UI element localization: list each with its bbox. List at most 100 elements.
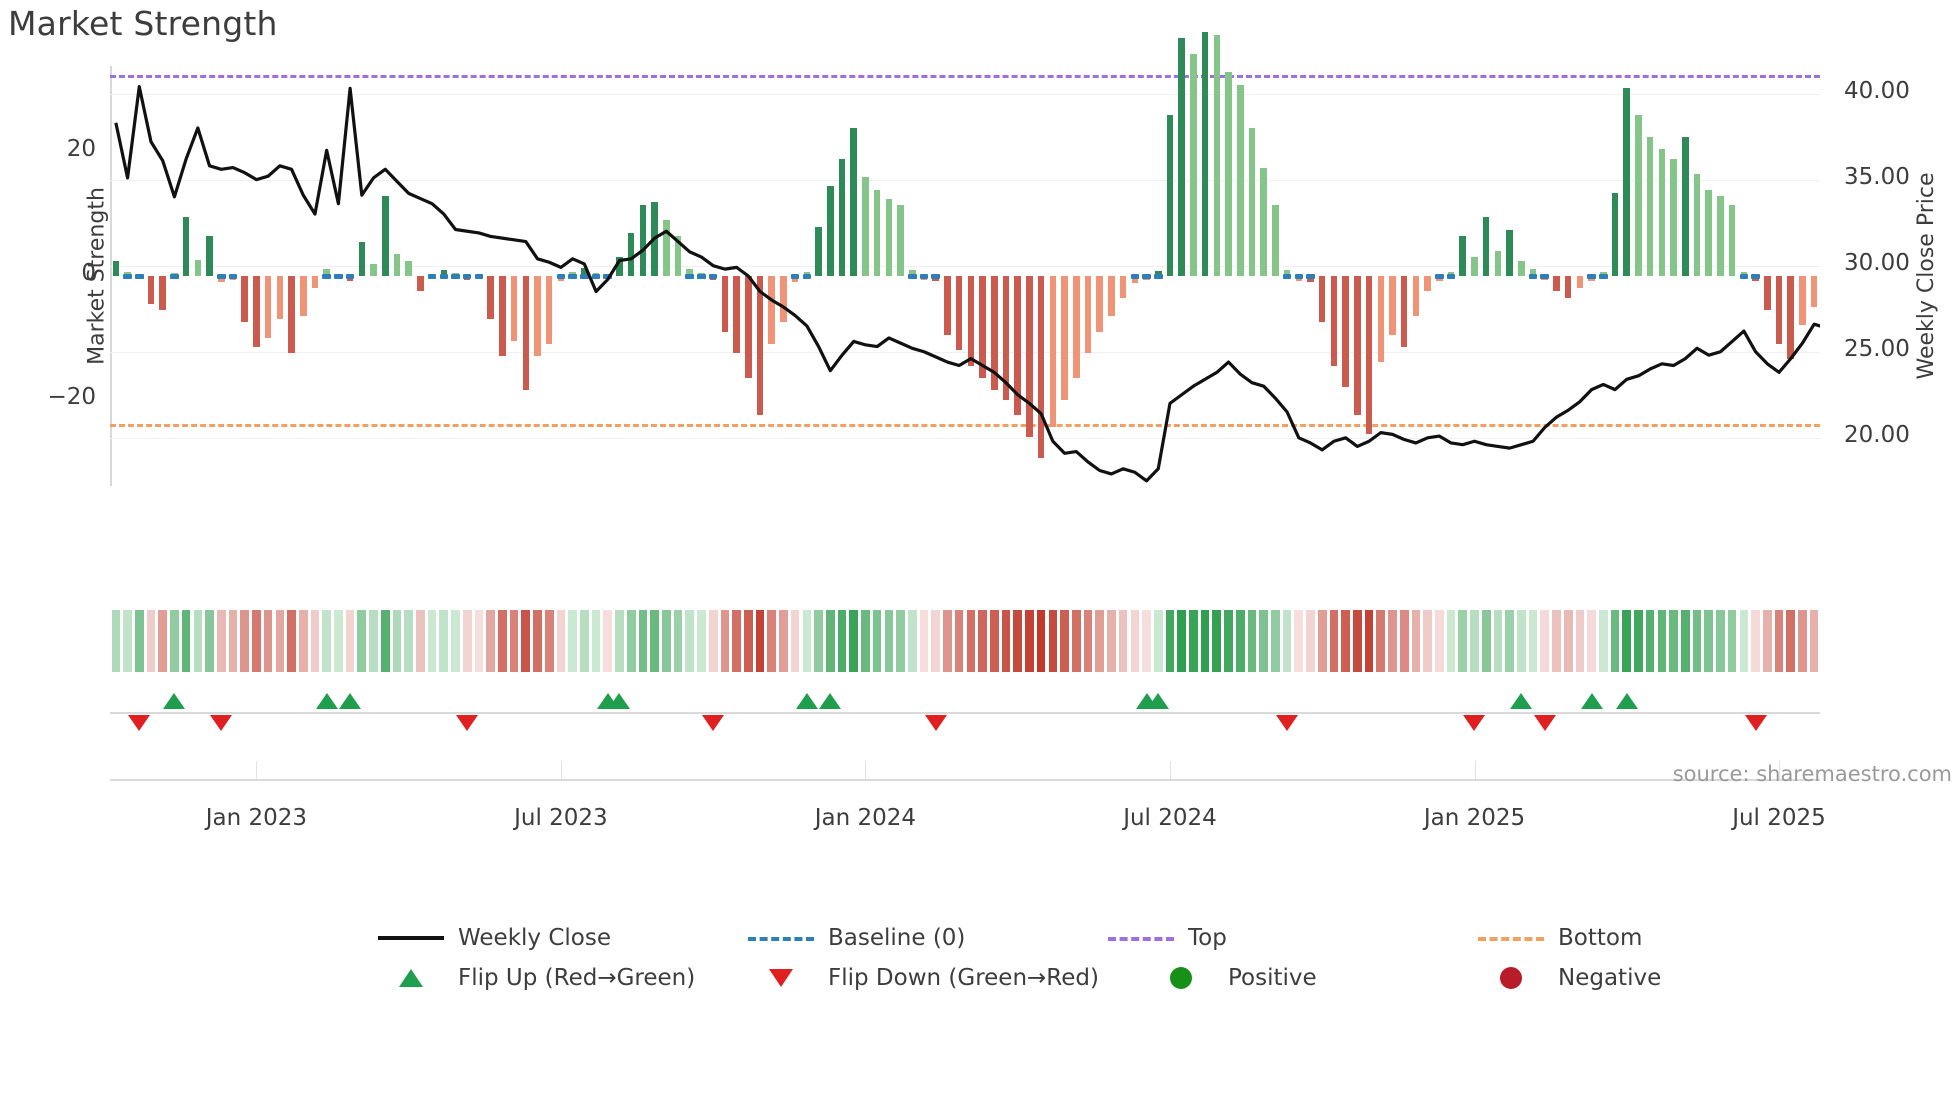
baseline-segment: [1751, 273, 1760, 279]
strength-bar: [1119, 276, 1127, 298]
heatmap-cell: [1435, 610, 1444, 672]
strength-bar: [1728, 204, 1736, 276]
x-tick-label: Jul 2024: [1123, 805, 1217, 831]
gridline: [110, 351, 1820, 353]
heatmap-cell: [1645, 610, 1655, 672]
baseline-segment: [216, 273, 226, 279]
strength-bar: [393, 254, 401, 276]
heatmap-cell: [638, 610, 648, 672]
heatmap-cell: [193, 610, 203, 672]
heatmap-cell: [1212, 610, 1222, 672]
strength-bar: [253, 276, 260, 348]
heatmap-cell: [779, 610, 788, 672]
legend-item[interactable]: Positive: [1148, 965, 1317, 991]
baseline-segment: [1130, 273, 1140, 279]
gridline: [110, 437, 1820, 439]
legend-label: Weekly Close: [458, 925, 611, 951]
strength-bar: [1658, 149, 1666, 276]
strength-bar: [1201, 32, 1209, 276]
strength-bar: [1342, 276, 1349, 388]
strength-bar: [417, 276, 424, 292]
heatmap-cell: [837, 610, 847, 672]
baseline-segment: [1282, 273, 1292, 279]
heatmap-cell: [603, 610, 613, 672]
flip-up-marker: [1580, 693, 1603, 709]
x-tick-label: Jan 2025: [1423, 805, 1526, 831]
heatmap-cell: [1399, 610, 1409, 672]
legend-item[interactable]: Flip Down (Green→Red): [748, 965, 1099, 991]
y-tick-left: −20: [47, 383, 96, 410]
heatmap-cell: [919, 610, 929, 672]
strength-bar: [1646, 137, 1654, 276]
heatmap-cell: [1341, 610, 1350, 672]
legend-item[interactable]: Negative: [1478, 965, 1661, 991]
legend-item[interactable]: Flip Up (Red→Green): [378, 965, 695, 991]
baseline-segment: [334, 273, 343, 279]
heatmap-cell: [1528, 610, 1538, 672]
legend-item[interactable]: Weekly Close: [378, 925, 611, 951]
x-tick-mark: [1779, 761, 1780, 779]
triangle-down-icon: [748, 967, 814, 989]
heatmap-cell: [263, 610, 273, 672]
heatmap-cell: [181, 610, 191, 672]
heatmap-cell: [966, 610, 976, 672]
strength-bar: [1283, 269, 1291, 276]
heatmap-cell: [685, 610, 695, 672]
heatmap-cell: [1329, 610, 1339, 672]
y-tick-right: 35.00: [1844, 163, 1910, 190]
strength-bar: [1026, 276, 1033, 437]
strength-bar: [967, 276, 975, 366]
strength-bar: [768, 276, 776, 344]
heatmap-cell: [1142, 610, 1151, 672]
heatmap-cell: [146, 610, 156, 672]
dashed-line-icon: [1478, 927, 1544, 949]
heatmap-cell: [1130, 610, 1140, 672]
heatmap-cell: [216, 610, 226, 672]
heatmap-cell: [1634, 610, 1643, 672]
baseline-segment: [708, 273, 718, 279]
baseline-segment: [908, 273, 917, 279]
flip-down-marker: [456, 715, 479, 731]
x-tick-label: Jan 2023: [205, 805, 308, 831]
y-axis-spine: [110, 66, 112, 486]
strength-bar: [1131, 276, 1139, 284]
heatmap-cell: [123, 610, 132, 672]
strength-bar: [1799, 276, 1806, 326]
heatmap-cell: [1071, 610, 1081, 672]
strength-bar: [1635, 115, 1642, 276]
heatmap-cell: [509, 610, 519, 672]
y-axis-right-label: Weekly Close Price: [1914, 172, 1939, 380]
heatmap-cell: [1060, 610, 1069, 672]
strength-bar: [1400, 276, 1408, 348]
strength-bar: [1225, 72, 1232, 276]
strength-bar: [885, 198, 893, 276]
strength-bar: [276, 276, 284, 320]
heatmap-cell: [1470, 610, 1479, 672]
legend-item[interactable]: Bottom: [1478, 925, 1642, 951]
triangle-up-icon: [378, 967, 444, 989]
legend-item[interactable]: Top: [1108, 925, 1227, 951]
strength-bar: [1518, 260, 1525, 276]
heatmap-cell: [662, 610, 671, 672]
heatmap-cell: [626, 610, 636, 672]
legend-item[interactable]: Baseline (0): [748, 925, 965, 951]
x-tick-mark: [560, 761, 562, 779]
baseline-segment: [790, 273, 800, 279]
heatmap-cell: [462, 610, 472, 672]
heatmap-cell: [1224, 610, 1233, 672]
strength-bar: [194, 259, 202, 276]
strength-bar: [674, 235, 682, 276]
heatmap-cell: [1751, 610, 1760, 672]
strength-bar: [897, 204, 904, 276]
momentum-heatmap-strip: [110, 610, 1820, 672]
strength-bar: [499, 276, 506, 357]
strength-bar: [1717, 195, 1724, 276]
strength-bar: [405, 260, 412, 276]
strength-bar: [1764, 276, 1771, 310]
strength-bar: [1166, 115, 1174, 276]
heatmap-cell: [872, 610, 882, 672]
baseline-segment: [135, 273, 144, 279]
baseline-segment: [568, 273, 577, 279]
heatmap-cell: [849, 610, 859, 672]
heatmap-cell: [1505, 610, 1514, 672]
